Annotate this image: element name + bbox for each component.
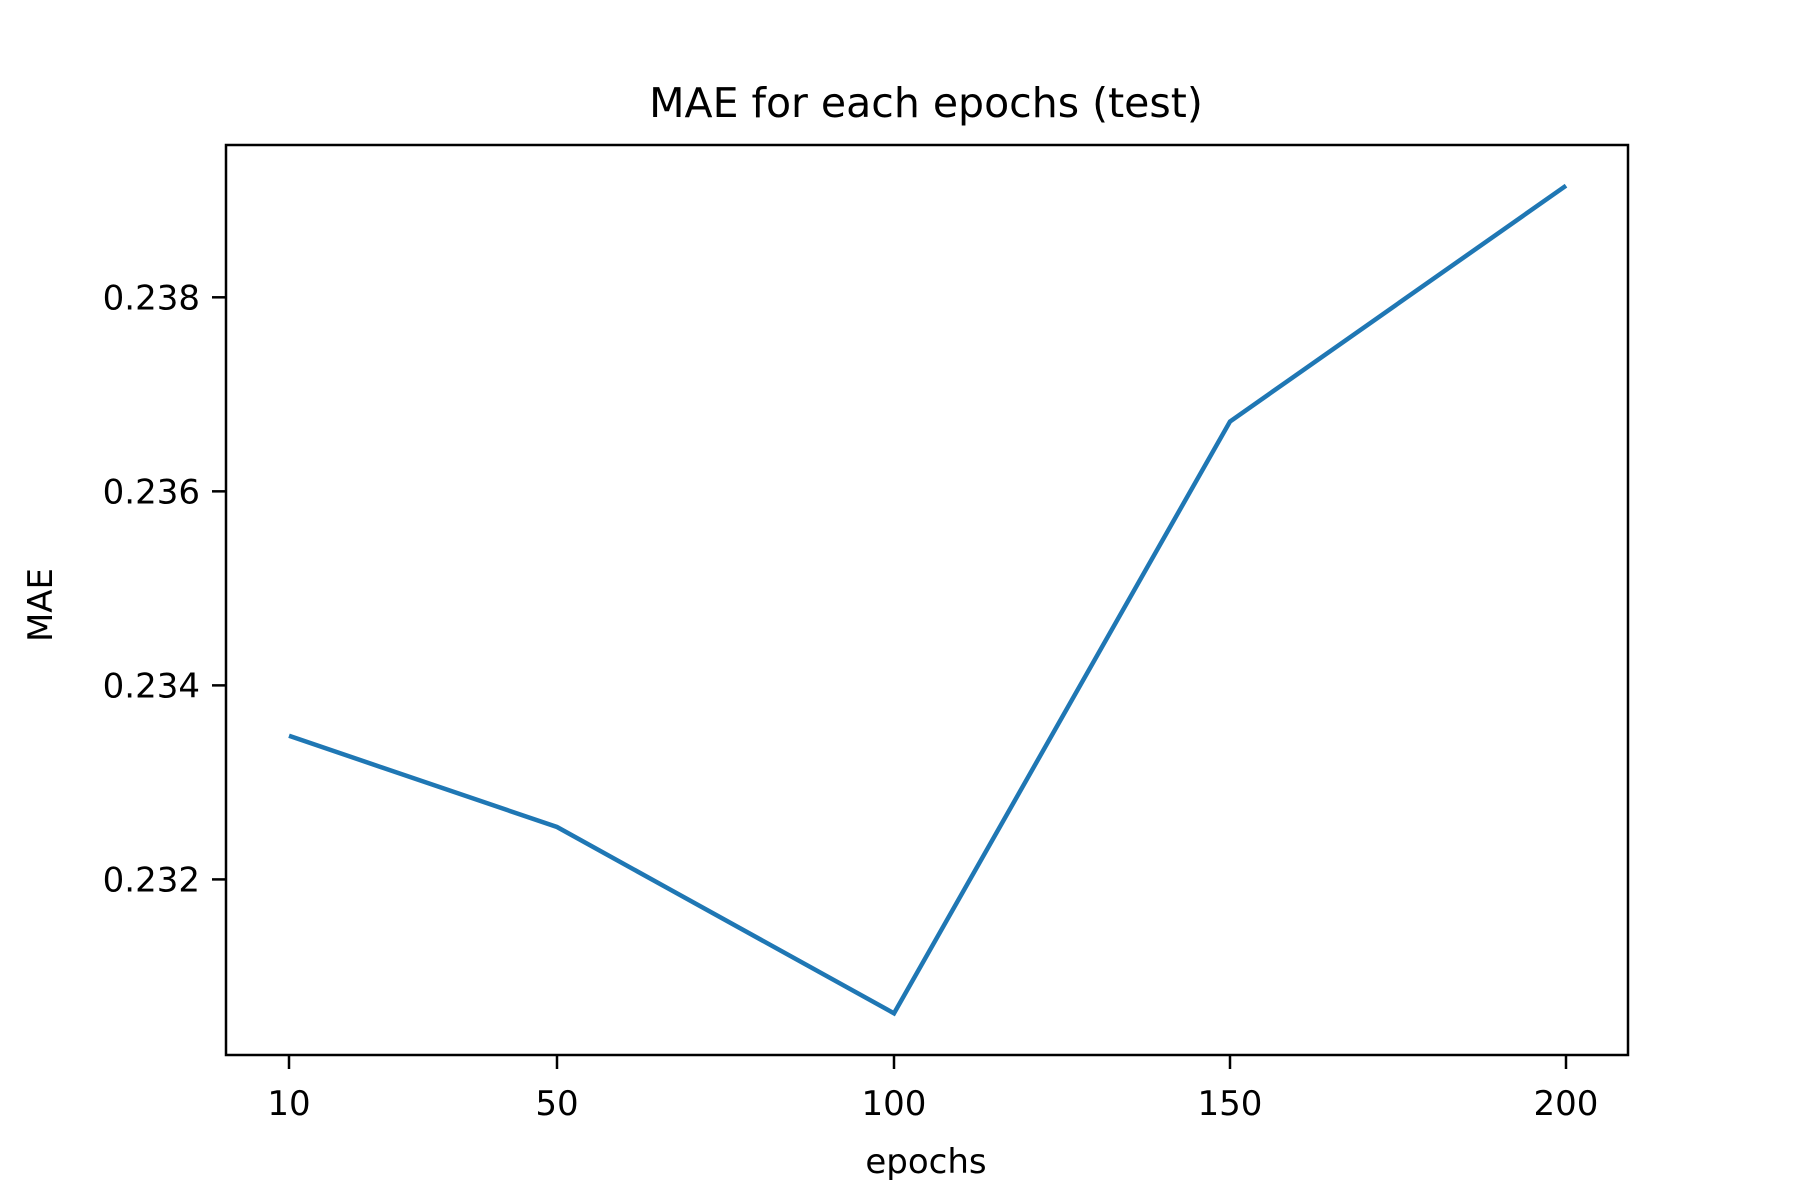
x-tick-label: 200 [1534,1084,1599,1124]
y-tick-label: 0.234 [103,666,200,706]
y-axis-label: MAE [21,568,61,642]
plot-frame [224,143,1630,1057]
chart-title: MAE for each epochs (test) [649,79,1203,127]
y-tick-label: 0.232 [103,860,200,900]
y-tick-label: 0.238 [103,278,200,318]
x-tick-label: 100 [862,1084,927,1124]
x-axis-ticks: 10 50 100 150 200 [267,1055,1598,1124]
x-tick-label: 150 [1198,1084,1263,1124]
x-tick-label: 10 [267,1084,310,1124]
y-axis-ticks: 0.232 0.234 0.236 0.238 [103,278,226,900]
series-points [288,185,1567,1014]
x-tick-label: 50 [535,1084,578,1124]
x-axis-label: epochs [865,1142,986,1182]
y-tick-label: 0.236 [103,472,200,512]
